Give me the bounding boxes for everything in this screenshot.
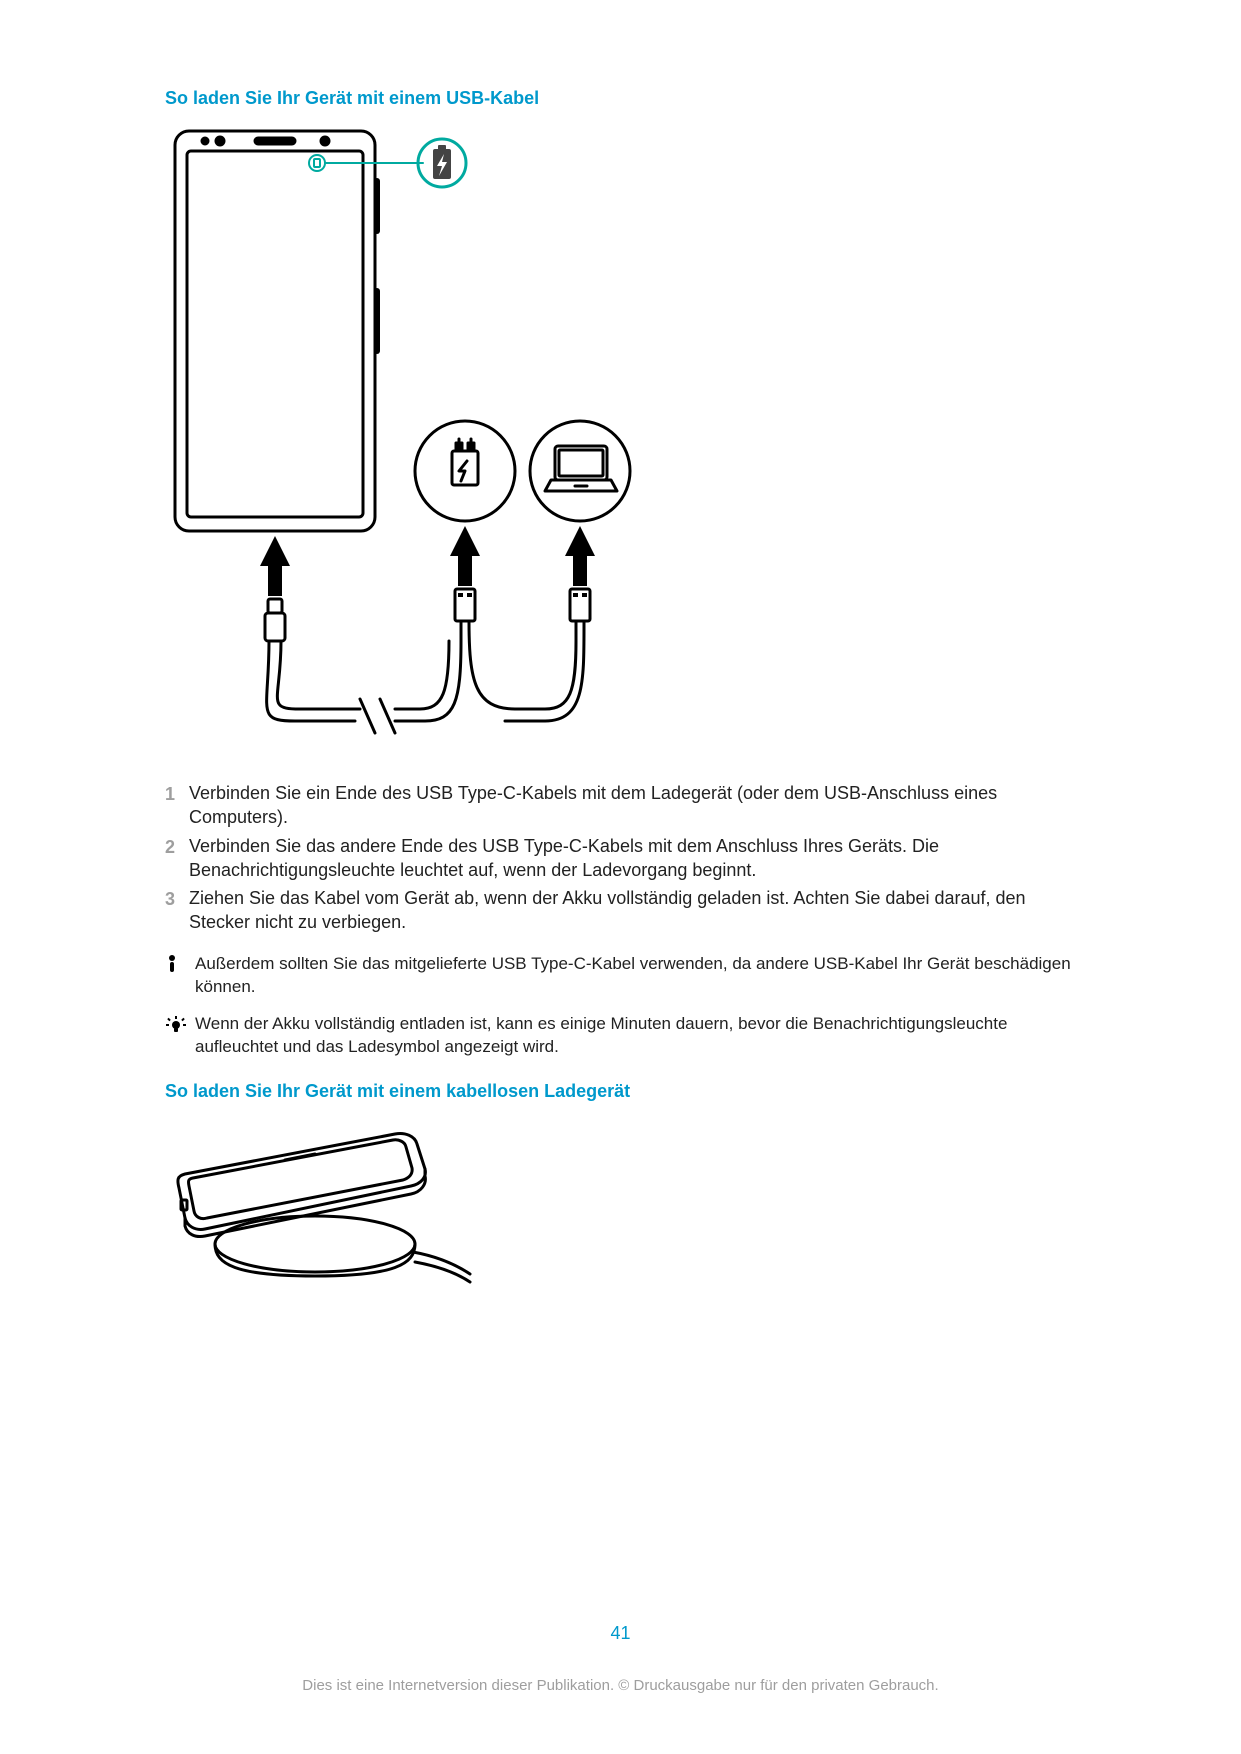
page-number: 41 bbox=[0, 1623, 1241, 1644]
footer-text: Dies ist eine Internetversion dieser Pub… bbox=[0, 1677, 1241, 1694]
step-number: 3 bbox=[165, 886, 189, 935]
tip-text: Wenn der Akku vollständig entladen ist, … bbox=[195, 1013, 1076, 1059]
step-1: 1 Verbinden Sie ein Ende des USB Type-C-… bbox=[165, 781, 1076, 830]
step-number: 1 bbox=[165, 781, 189, 830]
step-text: Verbinden Sie ein Ende des USB Type-C-Ka… bbox=[189, 781, 1076, 830]
step-text: Verbinden Sie das andere Ende des USB Ty… bbox=[189, 834, 1076, 883]
tip-note: Wenn der Akku vollständig entladen ist, … bbox=[165, 1013, 1076, 1059]
usb-charging-diagram bbox=[165, 121, 1076, 761]
section1-heading: So laden Sie Ihr Gerät mit einem USB-Kab… bbox=[165, 88, 1076, 109]
warning-note: Außerdem sollten Sie das mitgelieferte U… bbox=[165, 953, 1076, 999]
tip-icon bbox=[165, 1013, 195, 1059]
step-2: 2 Verbinden Sie das andere Ende des USB … bbox=[165, 834, 1076, 883]
step-text: Ziehen Sie das Kabel vom Gerät ab, wenn … bbox=[189, 886, 1076, 935]
steps-list: 1 Verbinden Sie ein Ende des USB Type-C-… bbox=[165, 781, 1076, 935]
wireless-charging-diagram bbox=[165, 1114, 1076, 1289]
warning-icon bbox=[165, 953, 195, 999]
step-3: 3 Ziehen Sie das Kabel vom Gerät ab, wen… bbox=[165, 886, 1076, 935]
step-number: 2 bbox=[165, 834, 189, 883]
section2-heading: So laden Sie Ihr Gerät mit einem kabello… bbox=[165, 1081, 1076, 1102]
warning-text: Außerdem sollten Sie das mitgelieferte U… bbox=[195, 953, 1076, 999]
